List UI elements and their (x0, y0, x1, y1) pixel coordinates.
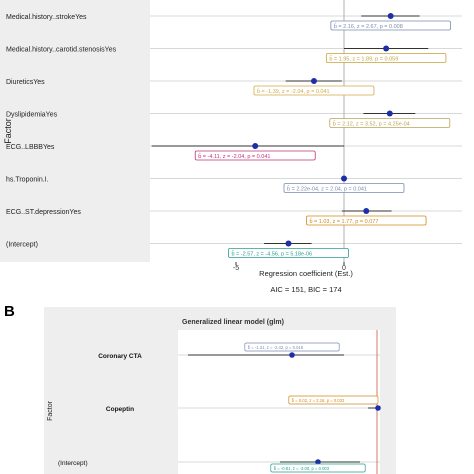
factor-label: Copeptin (106, 406, 134, 413)
panel-b-rows: Coronary CTA b̂ = -1.31, z = -2.42, p = 0… (58, 342, 381, 473)
annotation-box (325, 53, 447, 63)
estimate-point (341, 175, 348, 182)
estimate-point (375, 405, 381, 411)
panel-b-letter: B (4, 303, 15, 320)
panel-a-rows: Medical.history..strokeYes b̂ = 2.16, z =… (6, 13, 451, 258)
factor-label: DiureticsYes (6, 79, 45, 86)
estimate-point (387, 13, 394, 19)
annotation-text: b̂ = 2.12, z = 3.52, p = 4.25e-04 (333, 121, 410, 128)
factor-label: Medical.history..carotid.stenosisYes (6, 47, 117, 54)
annotation-text: b̂ = 2.22e-04, z = 2.04, p = 0.041 (287, 186, 367, 193)
panel-a-x-ticks: -5 0 (233, 262, 346, 272)
x-tick-label: 0 (342, 265, 346, 272)
annotation-text: b̂ = -1.39, z = -2.04, p = 0.041 (257, 88, 330, 95)
estimate-point (252, 143, 259, 149)
annotation-text: b̂ = 1.03, z = 1.77, p = 0.077 (309, 218, 378, 225)
panel-a: Medical.history..strokeYes b̂ = 2.16, z =… (0, 0, 462, 294)
annotation-box (329, 118, 451, 128)
annotation-box (253, 85, 375, 96)
x-tick-label: -5 (233, 265, 239, 272)
annotation-box (244, 342, 340, 352)
factor-label: (Intercept) (58, 460, 88, 467)
annotation-text: b̂ = -1.31, z = -2.42, p = 0.016 (248, 345, 304, 350)
panel-b-y-axis-label: Factor (47, 400, 54, 421)
annotation-box (283, 183, 405, 193)
estimate-point (386, 110, 393, 117)
annotation-text: b̂ = 0.02, z = 2.16, p = 0.032 (292, 398, 345, 403)
estimate-point (315, 459, 321, 465)
panel-b-title: Generalized linear model (glm) (182, 319, 284, 326)
panel-a-x-axis-label: Regression coefficient (Est.) (259, 269, 353, 278)
annotation-box (288, 395, 379, 405)
annotation-box (228, 248, 349, 258)
estimate-point (310, 78, 317, 84)
factor-label: ECG..ST.depressionYes (6, 209, 81, 216)
annotation-box (306, 215, 427, 226)
annotation-box (330, 20, 451, 31)
annotation-text: b̂ = 1.95, z = 1.89, p = 0.059 (329, 56, 398, 63)
factor-label: ECG..LBBBYes (6, 144, 55, 151)
factor-label: Coronary CTA (98, 353, 142, 360)
panel-b: Generalized linear model (glm) Coronary … (44, 307, 396, 474)
annotation-box (194, 150, 316, 161)
panel-a-footer: AIC = 151, BIC = 174 (270, 285, 341, 294)
annotation-text: b̂ = -4.11, z = -2.04, p = 0.041 (198, 153, 270, 160)
annotation-text: b̂ = 2.16, z = 2.67, p = 0.008 (334, 23, 403, 30)
estimate-point (285, 240, 292, 247)
factor-label: hs.Troponin.I. (6, 177, 49, 184)
estimate-point (363, 208, 370, 214)
factor-label: DyslipidemiaYes (6, 112, 58, 119)
panel-a-label-area (0, 0, 150, 262)
panel-a-y-axis-label: Factor (3, 118, 13, 144)
factor-label: Medical.history..strokeYes (6, 14, 87, 21)
estimate-point (289, 352, 295, 358)
factor-label: (Intercept) (6, 242, 38, 249)
annotation-text: b̂ = -2.57, z = -4.56, p = 5.18e-06 (231, 251, 312, 258)
estimate-point (383, 45, 390, 52)
annotation-box (270, 463, 366, 473)
annotation-text: b̂ = -0.81, z = -3.00, p = 0.003 (274, 466, 330, 471)
